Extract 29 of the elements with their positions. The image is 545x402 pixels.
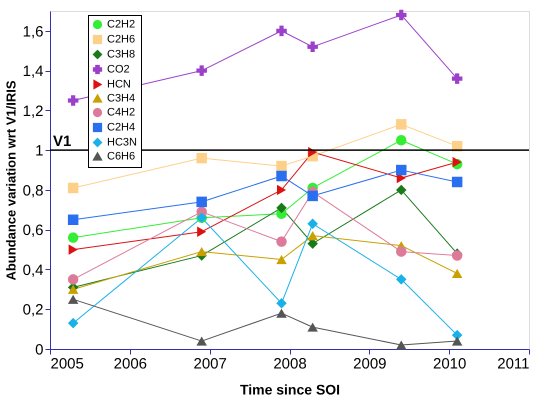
legend-label: HCN bbox=[107, 78, 131, 90]
y-tick-label: 0,2 bbox=[22, 302, 44, 319]
legend-label: C4H2 bbox=[107, 106, 136, 118]
x-axis-title: Time since SOI bbox=[240, 382, 340, 398]
x-tick-label: 2006 bbox=[114, 356, 148, 372]
legend-label: C2H4 bbox=[107, 122, 136, 134]
y-tick-label: 0,6 bbox=[22, 222, 44, 240]
x-tick-label: 2009 bbox=[353, 356, 387, 372]
legend-label: HC3N bbox=[107, 136, 138, 148]
x-tick-label: 2005 bbox=[50, 356, 84, 372]
x-tick-label: 2007 bbox=[193, 356, 227, 372]
legend-label: C2H2 bbox=[107, 18, 136, 30]
legend-label: C3H4 bbox=[107, 92, 136, 104]
legend-label: CO2 bbox=[107, 64, 130, 76]
y-tick-label: 1 bbox=[35, 142, 44, 160]
x-tick-label: 2010 bbox=[432, 356, 466, 372]
legend-label: C6H6 bbox=[107, 150, 136, 162]
y-tick-label: 0,4 bbox=[22, 262, 44, 279]
x-tick-label: 2008 bbox=[273, 356, 307, 372]
legend-label: C2H6 bbox=[107, 34, 136, 46]
y-tick-label: 1,4 bbox=[22, 63, 44, 80]
y-tick-label: 0 bbox=[35, 342, 44, 358]
y-tick-label: 0,8 bbox=[22, 182, 44, 200]
x-tick-label: 2011 bbox=[497, 356, 530, 372]
ref-line-label: V1 bbox=[53, 133, 72, 150]
legend-label: C3H8 bbox=[107, 48, 136, 60]
y-tick-label: 1,6 bbox=[22, 23, 44, 40]
y-axis-title: Abundance variation wrt V1/IRIS bbox=[4, 80, 19, 281]
y-tick-label: 1,2 bbox=[22, 102, 44, 120]
